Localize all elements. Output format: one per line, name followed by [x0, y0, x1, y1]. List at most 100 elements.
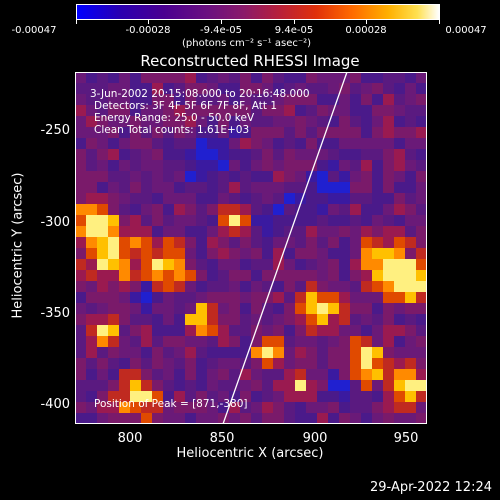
image-pixel [97, 160, 108, 171]
plot-title: Reconstructed RHESSI Image [140, 52, 360, 70]
image-pixel [174, 347, 185, 358]
image-pixel [306, 204, 317, 215]
image-pixel [75, 83, 86, 94]
y-tick-label: -400 [40, 397, 70, 412]
image-pixel [372, 270, 383, 281]
colorbar-tick-mark [366, 20, 367, 24]
image-pixel [108, 325, 119, 336]
x-axis-title: Heliocentric X (arcsec) [176, 446, 324, 461]
image-pixel [97, 248, 108, 259]
image-pixel [163, 402, 174, 413]
image-pixel [383, 248, 394, 259]
image-pixel [328, 193, 339, 204]
image-pixel [174, 358, 185, 369]
image-pixel [75, 248, 86, 259]
image-pixel [284, 237, 295, 248]
image-pixel [185, 160, 196, 171]
image-pixel [141, 336, 152, 347]
image-pixel [416, 105, 427, 116]
image-pixel [262, 259, 273, 270]
image-pixel [405, 292, 416, 303]
image-pixel [218, 116, 229, 127]
image-pixel [394, 182, 405, 193]
image-pixel [372, 303, 383, 314]
image-pixel [119, 369, 130, 380]
image-pixel [141, 149, 152, 160]
image-pixel [97, 314, 108, 325]
image-pixel [317, 358, 328, 369]
image-pixel [284, 149, 295, 160]
image-pixel [218, 303, 229, 314]
image-pixel [295, 215, 306, 226]
image-pixel [207, 83, 218, 94]
image-pixel [350, 204, 361, 215]
image-pixel [163, 226, 174, 237]
image-pixel [394, 347, 405, 358]
image-pixel [317, 127, 328, 138]
image-pixel [130, 160, 141, 171]
image-pixel [141, 402, 152, 413]
image-pixel [240, 281, 251, 292]
image-pixel [75, 281, 86, 292]
image-pixel [394, 380, 405, 391]
image-pixel [317, 402, 328, 413]
image-pixel [284, 259, 295, 270]
image-pixel [350, 292, 361, 303]
image-pixel [394, 105, 405, 116]
image-pixel [306, 105, 317, 116]
image-pixel [108, 226, 119, 237]
image-pixel [416, 94, 427, 105]
image-pixel [394, 270, 405, 281]
image-pixel [295, 160, 306, 171]
image-pixel [119, 226, 130, 237]
image-pixel [339, 259, 350, 270]
image-pixel [284, 248, 295, 259]
image-pixel [97, 413, 108, 424]
image-pixel [185, 391, 196, 402]
image-pixel [317, 281, 328, 292]
image-pixel [86, 259, 97, 270]
image-pixel [328, 402, 339, 413]
image-pixel [86, 391, 97, 402]
image-pixel [207, 149, 218, 160]
image-pixel [284, 182, 295, 193]
image-pixel [350, 105, 361, 116]
image-pixel [97, 358, 108, 369]
image-pixel [372, 292, 383, 303]
image-pixel [75, 182, 86, 193]
image-pixel [174, 237, 185, 248]
image-pixel [130, 402, 141, 413]
image-pixel [251, 204, 262, 215]
image-pixel [240, 127, 251, 138]
image-pixel [317, 204, 328, 215]
image-pixel [284, 105, 295, 116]
image-pixel [119, 303, 130, 314]
image-pixel [350, 127, 361, 138]
image-pixel [416, 347, 427, 358]
image-pixel [394, 138, 405, 149]
image-pixel [350, 325, 361, 336]
image-pixel [306, 281, 317, 292]
image-pixel [152, 182, 163, 193]
image-pixel [394, 215, 405, 226]
image-pixel [317, 72, 328, 83]
image-pixel [317, 325, 328, 336]
image-pixel [240, 193, 251, 204]
image-pixel [405, 259, 416, 270]
image-pixel [152, 193, 163, 204]
image-pixel [196, 127, 207, 138]
image-pixel [97, 303, 108, 314]
image-pixel [317, 160, 328, 171]
image-pixel [273, 292, 284, 303]
image-pixel [295, 72, 306, 83]
image-pixel [295, 259, 306, 270]
image-pixel [196, 171, 207, 182]
image-pixel [317, 105, 328, 116]
image-pixel [284, 380, 295, 391]
image-pixel [185, 138, 196, 149]
image-pixel [350, 336, 361, 347]
image-pixel [251, 182, 262, 193]
image-pixel [284, 358, 295, 369]
image-pixel [273, 149, 284, 160]
image-pixel [361, 369, 372, 380]
